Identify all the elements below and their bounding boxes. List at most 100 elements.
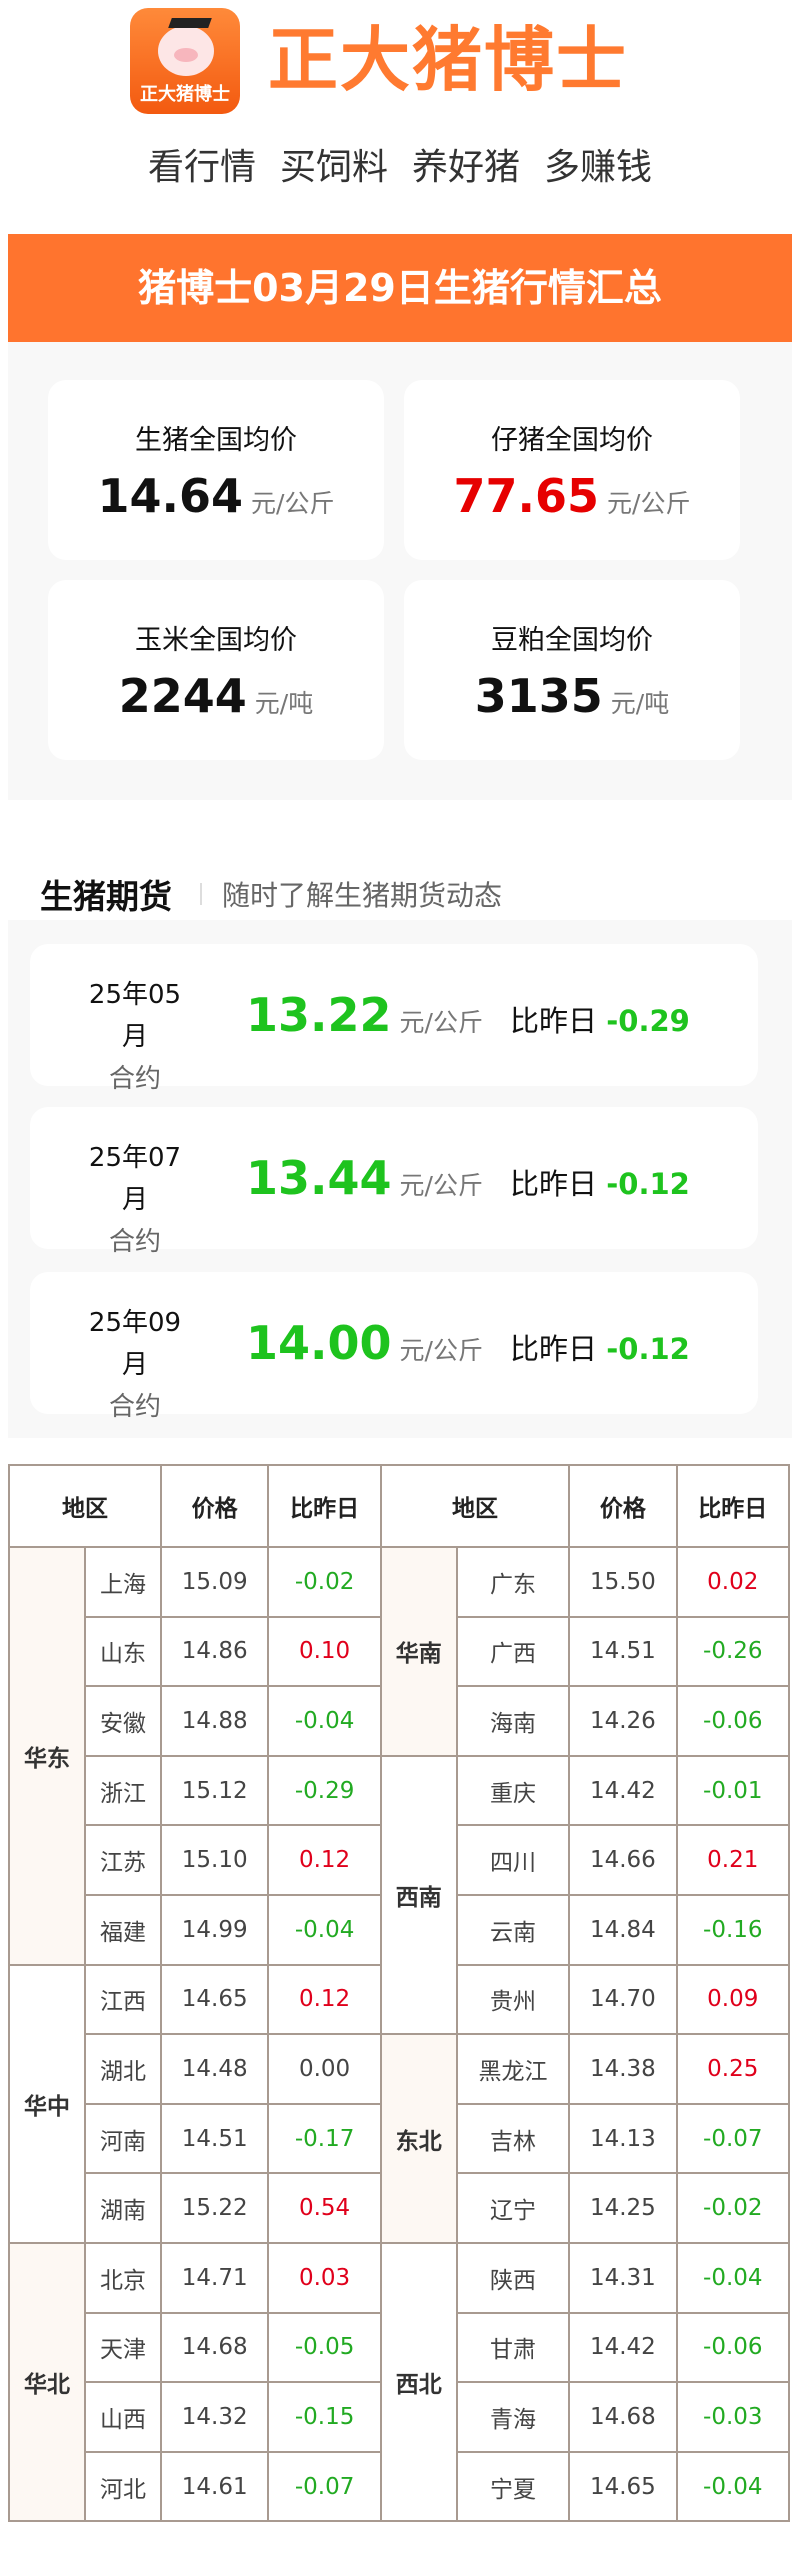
slogan-item: 看行情 [147, 147, 256, 188]
province: 山西 [83, 2381, 162, 2453]
national-price-card: 生猪全国均价 14.64 元/公斤 [48, 380, 384, 560]
region-group: 西北 [379, 2241, 458, 2523]
price: 14.32 [159, 2381, 270, 2453]
table-row: 江苏 15.10 0.12 四川 14.66 0.21 [9, 1824, 791, 1896]
graduation-cap-icon [168, 18, 212, 28]
change: -0.07 [267, 2450, 382, 2523]
change: 0.12 [267, 1824, 382, 1896]
price: 14.42 [568, 1754, 678, 1827]
futures-price-row: 13.44 元/公斤 [246, 1151, 483, 1205]
province: 河南 [83, 2102, 162, 2175]
diff-value: -0.29 [606, 1004, 690, 1038]
change: -0.15 [267, 2381, 382, 2453]
change: -0.04 [267, 1685, 382, 1757]
province: 湖南 [83, 2172, 162, 2244]
slogan-item: 养好猪 [412, 147, 521, 188]
price-unit: 元/公斤 [399, 1171, 483, 1200]
table-row: 湖南 15.22 0.54 辽宁 14.25 -0.02 [9, 2172, 791, 2244]
province: 广西 [455, 1615, 571, 1688]
province: 福建 [83, 1893, 162, 1966]
table-row: 华东 上海 15.09 -0.02 华南 广东 15.50 0.02 [8, 1546, 791, 1966]
change: 0.12 [267, 1963, 382, 2036]
futures-price-row: 13.22 元/公斤 [246, 988, 483, 1042]
table-row: 安徽 14.88 -0.04 海南 14.26 -0.06 [9, 1685, 791, 1757]
national-price-card: 豆粕全国均价 3135 元/吨 [404, 580, 740, 760]
price: 14.71 [159, 2241, 270, 2314]
price: 14.84 [568, 1893, 678, 1966]
futures-card: 25年07月 合约 13.44 元/公斤 比昨日 -0.12 [30, 1107, 758, 1257]
province: 浙江 [83, 1754, 162, 1827]
diff-label: 比昨日 [510, 1004, 598, 1038]
price: 14.68 [568, 2381, 678, 2453]
price: 15.09 [159, 1546, 270, 1618]
table-row: 天津 14.68 -0.05 甘肃 14.42 -0.06 [9, 2311, 791, 2384]
change: -0.17 [267, 2102, 382, 2175]
price-unit: 元/吨 [610, 689, 670, 718]
table-row: 浙江 15.12 -0.29 西南 重庆 14.42 -0.01 [9, 1754, 791, 2036]
change: 0.21 [675, 1824, 791, 1896]
region-group: 华北 [8, 2241, 86, 2523]
table-row: 山西 14.32 -0.15 青海 14.68 -0.03 [9, 2381, 791, 2453]
futures-title: 生猪期货 [40, 877, 172, 916]
summary-banner: 猪博士03月29日生猪行情汇总 [8, 234, 792, 342]
national-price-card: 玉米全国均价 2244 元/吨 [48, 580, 384, 760]
price-value: 3135 [474, 669, 603, 723]
change: -0.04 [675, 2241, 791, 2314]
change: -0.07 [675, 2102, 791, 2175]
price: 15.10 [159, 1824, 270, 1896]
region-group: 华东 [8, 1546, 86, 1966]
change: -0.26 [675, 1615, 791, 1688]
futures-diff: 比昨日 -0.12 [510, 1326, 690, 1368]
province: 安徽 [83, 1685, 162, 1757]
change: -0.16 [675, 1893, 791, 1966]
province: 云南 [455, 1893, 571, 1966]
table-row: 湖北 14.48 0.00 东北 黑龙江 14.38 0.25 [9, 2033, 791, 2244]
province: 江西 [83, 1963, 162, 2036]
price: 14.66 [568, 1824, 678, 1896]
price-value-row: 77.65 元/公斤 [404, 469, 740, 523]
region-group: 华中 [8, 1963, 86, 2244]
change: -0.04 [675, 2450, 791, 2523]
diff-label: 比昨日 [510, 1167, 598, 1201]
col-header: 价格 [568, 1464, 678, 1548]
col-header: 价格 [159, 1464, 270, 1548]
futures-price: 13.44 [246, 1151, 392, 1205]
contract-month: 25年05月 合约 [80, 974, 190, 1100]
price: 14.38 [568, 2033, 678, 2105]
price-value: 2244 [118, 669, 247, 723]
price-label: 豆粕全国均价 [491, 625, 653, 656]
price-value: 14.64 [97, 469, 244, 523]
province: 上海 [83, 1546, 162, 1618]
province: 山东 [83, 1615, 162, 1688]
price: 14.70 [568, 1963, 678, 2036]
province: 四川 [455, 1824, 571, 1896]
price-unit: 元/吨 [254, 689, 314, 718]
futures-price-row: 14.00 元/公斤 [246, 1316, 483, 1370]
price: 14.51 [568, 1615, 678, 1688]
price: 14.88 [159, 1685, 270, 1757]
table-row: 山东 14.86 0.10 广西 14.51 -0.26 [9, 1615, 791, 1688]
table-row: 河南 14.51 -0.17 吉林 14.13 -0.07 [9, 2102, 791, 2175]
pig-snout [174, 48, 198, 62]
price: 14.51 [159, 2102, 270, 2175]
slogan-item: 多赚钱 [544, 147, 653, 188]
province: 甘肃 [455, 2311, 571, 2384]
change: 0.25 [675, 2033, 791, 2105]
contract-month: 25年09月 合约 [80, 1302, 190, 1428]
diff-value: -0.12 [606, 1167, 690, 1201]
price: 15.22 [159, 2172, 270, 2244]
price-label: 玉米全国均价 [135, 625, 297, 656]
price: 14.31 [568, 2241, 678, 2314]
price: 14.48 [159, 2033, 270, 2105]
price: 14.65 [568, 2450, 678, 2523]
table-row: 河北 14.61 -0.07 宁夏 14.65 -0.04 [9, 2450, 791, 2523]
futures-price: 13.22 [246, 988, 392, 1042]
price-unit: 元/公斤 [607, 489, 691, 518]
price: 14.86 [159, 1615, 270, 1688]
price: 15.12 [159, 1754, 270, 1827]
change: 0.54 [267, 2172, 382, 2244]
province: 陕西 [455, 2241, 571, 2314]
futures-diff: 比昨日 -0.29 [510, 998, 690, 1040]
futures-card: 25年09月 合约 14.00 元/公斤 比昨日 -0.12 [30, 1272, 758, 1422]
province: 广东 [455, 1546, 571, 1618]
